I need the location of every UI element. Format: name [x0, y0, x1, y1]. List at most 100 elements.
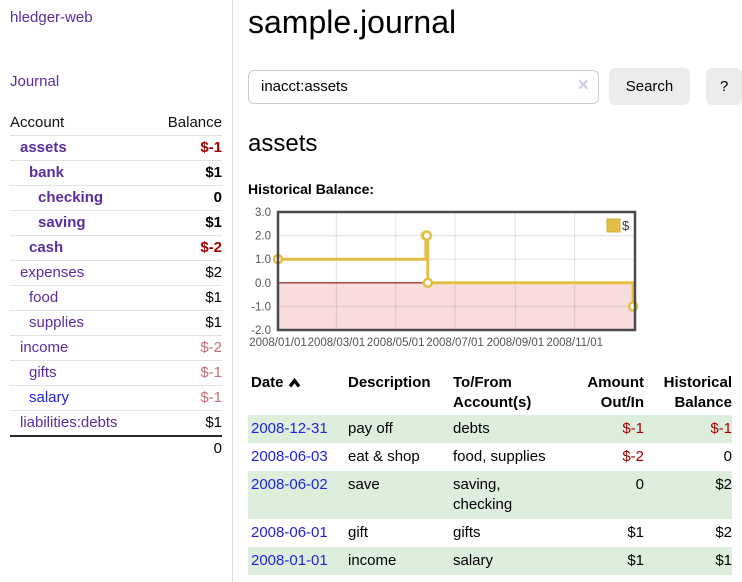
accounts-table: Account Balance assets $-1 bank $1 checkin…	[10, 111, 222, 461]
search-form: × Search ?	[248, 68, 742, 105]
account-row: liabilities:debts $1	[10, 410, 222, 437]
y-tick-label: 3.0	[255, 207, 271, 219]
accounts-total-value: 0	[213, 440, 222, 457]
main-content: sample.journal × Search ? assets Histori…	[248, 0, 742, 575]
transaction-balance: $1	[715, 552, 732, 569]
legend-label: $	[622, 218, 630, 233]
account-balance: $-1	[200, 364, 222, 381]
transaction-row[interactable]: 2008-06-01 gift gifts $1 $2	[248, 519, 732, 547]
chart-heading: Historical Balance:	[248, 181, 375, 197]
x-tick-label: 2008/03/01	[308, 337, 366, 349]
transaction-balance: $-1	[710, 420, 732, 437]
register-column-balance: Historical Balance	[663, 374, 732, 411]
account-row: cash $-2	[10, 235, 222, 261]
historical-balance-chart-svg: 2008/01/01 2008/03/01 2008/05/01 2008/07/01…	[249, 207, 639, 349]
register-column-account: To/From Account(s)	[453, 374, 532, 411]
plot-border	[276, 210, 637, 332]
sidebar-item-journal[interactable]: Journal	[10, 73, 60, 90]
x-tick-label: 2008/07/01	[426, 337, 484, 349]
sort-ascending-icon	[288, 374, 301, 394]
account-link-income[interactable]: income	[20, 339, 69, 356]
help-button[interactable]: ?	[706, 68, 742, 105]
transaction-row[interactable]: 2008-06-03 eat & shop food, supplies $-2…	[248, 443, 732, 471]
account-link-checking[interactable]: checking	[38, 189, 104, 206]
clear-search-icon[interactable]: ×	[577, 74, 589, 96]
search-button[interactable]: Search	[608, 68, 691, 105]
account-row: supplies $1	[10, 310, 222, 336]
x-tick-label: 2008/05/01	[367, 337, 425, 349]
transaction-amount: $1	[627, 552, 644, 569]
transaction-description: gift	[348, 524, 369, 541]
account-row: saving $1	[10, 210, 222, 236]
account-heading: assets	[248, 130, 318, 157]
account-balance: $-1	[200, 139, 222, 156]
account-row: bank $1	[10, 160, 222, 186]
account-balance: $-1	[200, 389, 222, 406]
transaction-row[interactable]: 2008-06-02 save saving, checking 0 $2	[248, 471, 732, 519]
accounts-total-row: 0	[10, 436, 222, 461]
transaction-amount: $-1	[622, 420, 644, 437]
account-link-gifts[interactable]: gifts	[29, 364, 57, 381]
account-link-saving[interactable]: saving	[38, 214, 86, 231]
transaction-accounts: salary	[453, 552, 494, 569]
account-balance: $-2	[200, 239, 222, 256]
transaction-amount: $-2	[622, 448, 644, 465]
account-link-cash[interactable]: cash	[29, 239, 64, 256]
account-row: food $1	[10, 285, 222, 311]
transaction-description: pay off	[348, 420, 393, 437]
account-row: income $-2	[10, 335, 222, 361]
x-tick-label: 2008/01/01	[249, 337, 307, 349]
account-balance: $-2	[200, 339, 222, 356]
account-link-bank[interactable]: bank	[29, 164, 65, 181]
search-input[interactable]	[248, 69, 599, 104]
account-row: expenses $2	[10, 260, 222, 286]
transaction-balance: $2	[715, 524, 732, 541]
account-balance: $1	[205, 164, 222, 181]
transaction-balance: 0	[723, 448, 732, 465]
account-link-expenses[interactable]: expenses	[20, 264, 85, 281]
register-header-row: Date Description To/From Account(s) Amou…	[248, 369, 732, 415]
transaction-date-link[interactable]: 2008-12-31	[251, 420, 328, 437]
transaction-accounts: debts	[453, 420, 490, 437]
transaction-description: eat & shop	[348, 448, 420, 465]
account-link-assets[interactable]: assets	[20, 139, 67, 156]
x-tick-label: 2008/11/01	[546, 337, 603, 349]
account-link-liabilities-debts[interactable]: liabilities:debts	[20, 414, 118, 431]
data-point-marker	[421, 230, 433, 241]
data-point-marker	[422, 277, 434, 289]
transaction-row[interactable]: 2008-12-31 pay off debts $-1 $-1	[248, 415, 732, 443]
register-column-description: Description	[348, 374, 431, 391]
historical-balance-chart: 2008/01/01 2008/03/01 2008/05/01 2008/07/01…	[248, 207, 742, 355]
transaction-date-link[interactable]: 2008-06-03	[251, 448, 328, 465]
transaction-date-link[interactable]: 2008-06-01	[251, 524, 328, 541]
accounts-column-account: Account	[10, 114, 65, 131]
y-tick-label: -2.0	[251, 325, 271, 337]
y-tick-label: -1.0	[251, 301, 271, 313]
account-row: salary $-1	[10, 385, 222, 411]
register-table: Date Description To/From Account(s) Amou…	[248, 369, 732, 575]
account-link-salary[interactable]: salary	[29, 389, 70, 406]
transaction-row[interactable]: 2008-01-01 income salary $1 $1	[248, 547, 732, 575]
account-link-food[interactable]: food	[29, 289, 59, 306]
register-column-date[interactable]: Date	[248, 369, 345, 415]
y-tick-label: 0.0	[255, 278, 271, 290]
app-brand-link[interactable]: hledger-web	[10, 9, 93, 26]
transaction-date-link[interactable]: 2008-01-01	[251, 552, 328, 569]
transaction-balance: $2	[715, 476, 732, 493]
register-column-amount: Amount Out/In	[587, 374, 644, 411]
transaction-accounts: food, supplies	[453, 448, 546, 465]
y-tick-label: 1.0	[255, 254, 271, 266]
transaction-description: income	[348, 552, 397, 569]
account-balance: $1	[205, 414, 222, 431]
accounts-column-balance: Balance	[167, 114, 222, 131]
account-balance: 0	[213, 189, 222, 206]
account-link-supplies[interactable]: supplies	[29, 314, 85, 331]
account-balance: $1	[205, 214, 222, 231]
transaction-amount: $1	[627, 524, 644, 541]
account-balance: $1	[205, 289, 222, 306]
account-row: checking 0	[10, 185, 222, 211]
sidebar: hledger-web Journal Account Balance asse…	[0, 0, 233, 582]
transaction-accounts: gifts	[453, 524, 481, 541]
account-row: gifts $-1	[10, 360, 222, 386]
transaction-date-link[interactable]: 2008-06-02	[251, 476, 328, 493]
